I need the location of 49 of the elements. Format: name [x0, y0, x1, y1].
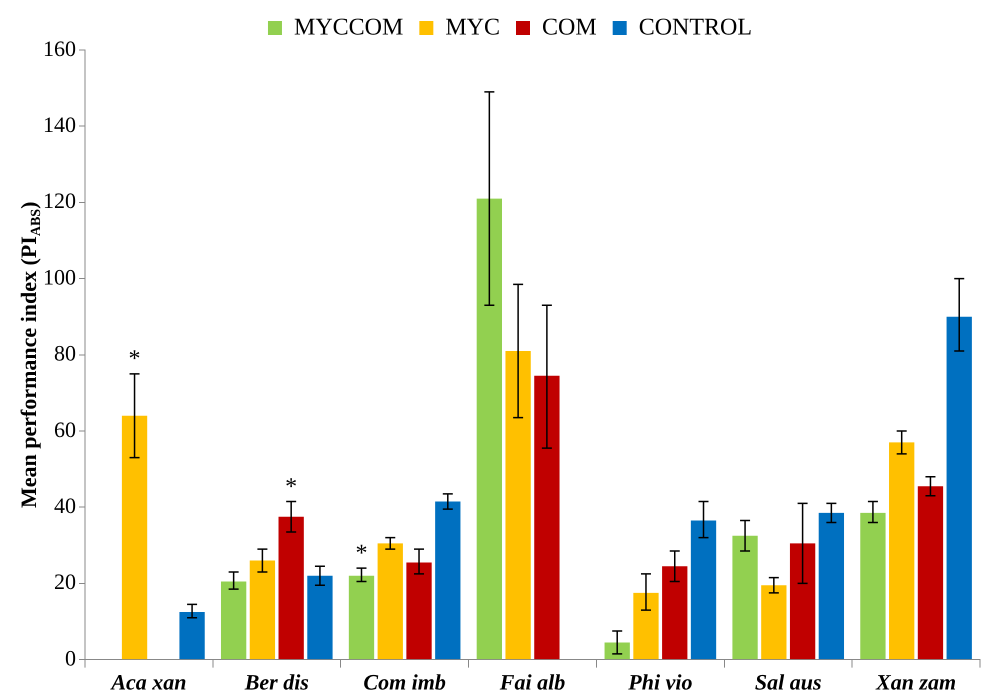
bar: [122, 416, 148, 660]
bar: [918, 486, 944, 660]
bar: [476, 198, 502, 660]
bar: [307, 576, 333, 660]
x-tick-label: Ber dis: [244, 669, 309, 694]
y-tick-label: 60: [54, 416, 76, 442]
bar: [348, 576, 374, 660]
bar: [250, 560, 276, 660]
legend-label: COM: [542, 14, 597, 40]
bar: [662, 566, 688, 660]
x-tick-label: Com imb: [363, 669, 446, 694]
legend-label: CONTROL: [638, 14, 752, 40]
x-tick-label: Xan zam: [875, 669, 956, 694]
y-tick-label: 0: [65, 645, 76, 670]
bar: [732, 536, 758, 660]
bar: [505, 350, 531, 660]
bar: [179, 612, 205, 660]
bar: [690, 520, 716, 660]
y-tick-label: 40: [54, 492, 76, 518]
bar: [946, 316, 972, 660]
bar: [790, 543, 816, 660]
y-axis-title: Mean performance index (PIABS): [16, 202, 44, 508]
y-tick-label: 20: [54, 569, 76, 594]
annotation: *: [355, 540, 368, 566]
legend-label: MYC: [445, 14, 500, 40]
bar: [534, 376, 560, 660]
bar: [278, 516, 304, 660]
bar: [761, 585, 786, 660]
legend-label: MYCCOM: [294, 14, 404, 40]
y-tick-label: 100: [43, 264, 76, 290]
x-tick-label: Phi vio: [627, 669, 692, 694]
bar: [220, 581, 246, 660]
y-tick-label: 80: [54, 340, 76, 366]
annotation: *: [285, 474, 298, 500]
annotation: *: [128, 346, 141, 372]
y-tick-label: 160: [43, 36, 76, 61]
x-tick-label: Sal aus: [754, 669, 822, 694]
bar: [604, 642, 630, 660]
bar: [378, 543, 403, 660]
x-tick-label: Fai alb: [498, 669, 566, 694]
bar: [818, 512, 844, 660]
bar: [889, 442, 914, 660]
bar: [860, 512, 886, 660]
x-tick-label: Aca xan: [109, 669, 187, 694]
bar: [633, 592, 659, 660]
y-tick-label: 140: [43, 112, 76, 137]
bar: [406, 562, 432, 660]
bar: [435, 501, 460, 660]
y-tick-label: 120: [43, 188, 76, 214]
